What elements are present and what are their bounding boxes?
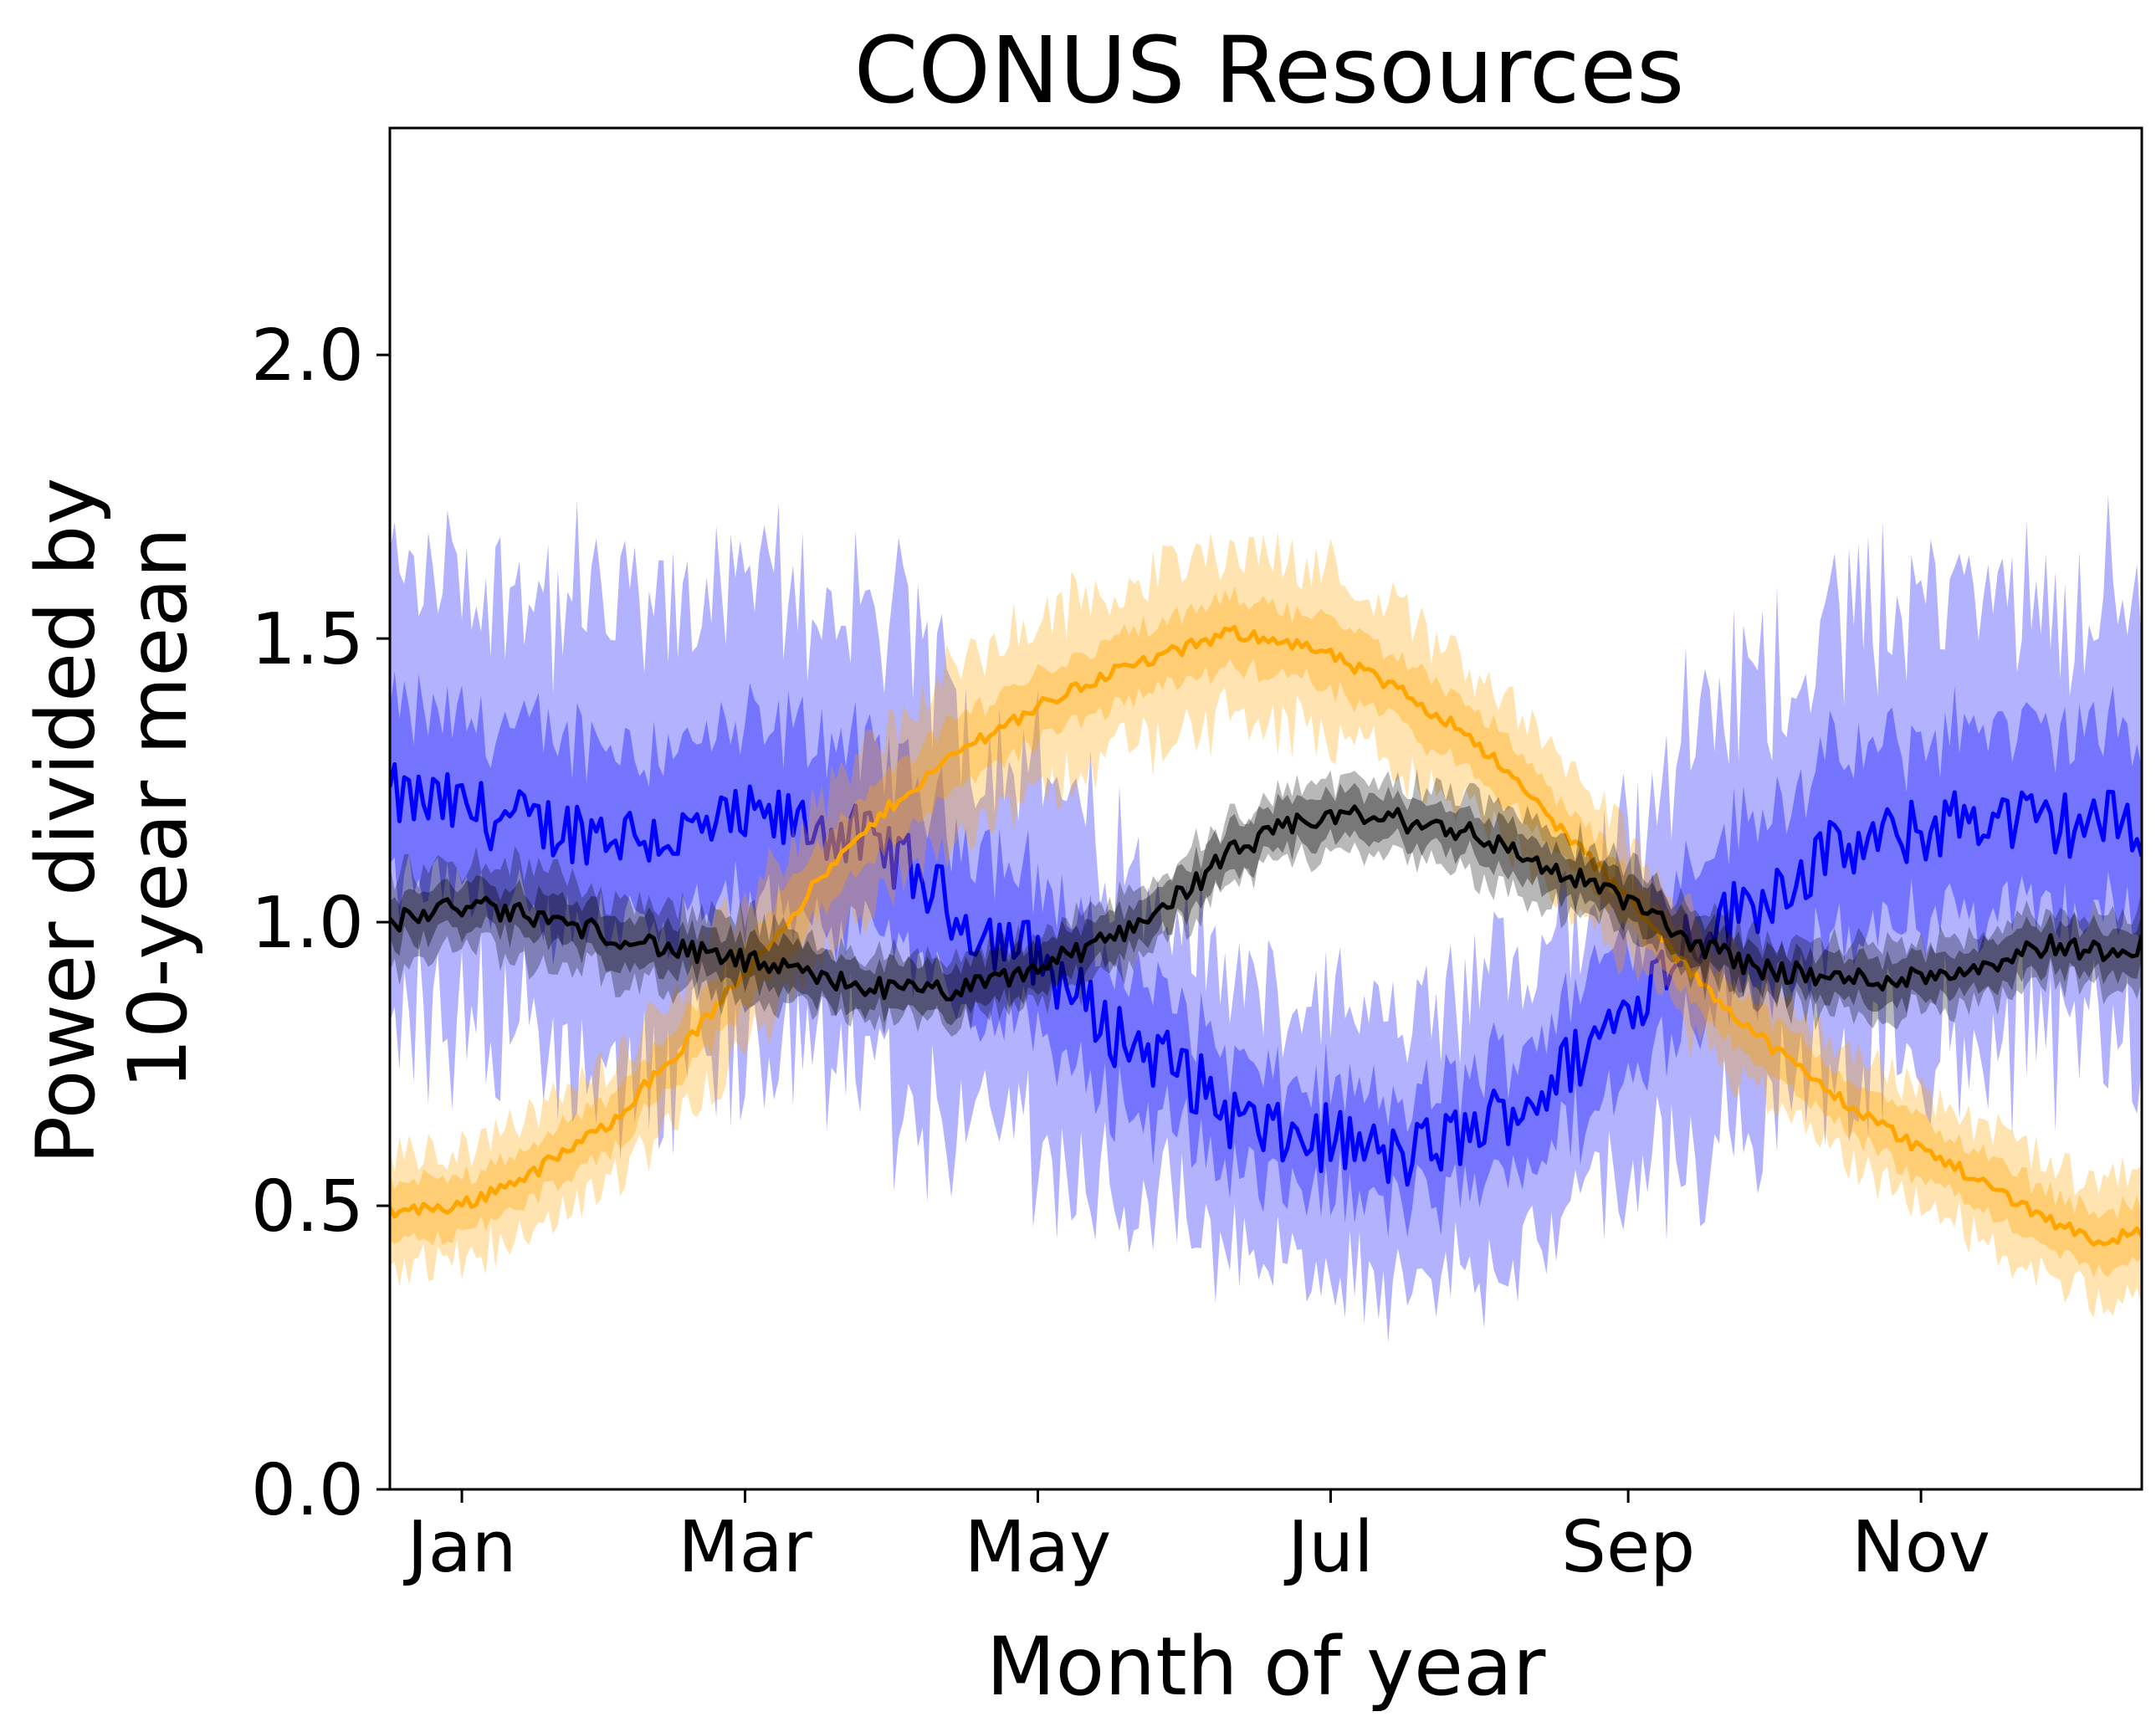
series-2-outer-band [390,769,2142,1037]
x-axis: Jan Mar May Jul Sep Nov [403,1489,1990,1589]
chart-title: CONUS Resources [854,17,1685,124]
x-tick-label: Mar [678,1506,812,1589]
x-tick-label: Sep [1561,1506,1695,1589]
series-2-median-line [390,804,2142,1002]
series-0-median-line [390,625,2142,1247]
series-0-outer-band [390,531,2142,1318]
plot-area [390,495,2142,1343]
series-1 [390,495,2142,1343]
series-1-inner-band [390,671,2142,1238]
y-axis-label: Power divided by 10-year mean [19,452,205,1165]
y-tick-label: 1.5 [251,598,364,681]
y-tick-label: 0.5 [251,1166,364,1248]
y-axis: 0.0 0.5 1.0 1.5 2.0 [251,315,390,1532]
y-tick-label: 1.0 [251,882,364,965]
series-0 [390,531,2142,1318]
x-tick-label: Jul [1283,1506,1374,1589]
x-axis-label: Month of year [986,1620,1546,1714]
y-tick-label: 0.0 [251,1449,364,1532]
series-2 [390,769,2142,1037]
y-axis-label-line-1: Power divided by [19,478,113,1165]
series-1-median-line [390,762,2142,1187]
series-1-outer-band [390,495,2142,1343]
y-tick-label: 2.0 [251,315,364,397]
y-axis-label-line-2: 10-year mean [111,527,205,1089]
series-2-inner-band [390,782,2142,1026]
x-tick-label: May [965,1506,1112,1589]
x-tick-label: Jan [403,1506,517,1589]
x-tick-label: Nov [1851,1506,1990,1589]
plot-frame [388,126,2143,1491]
